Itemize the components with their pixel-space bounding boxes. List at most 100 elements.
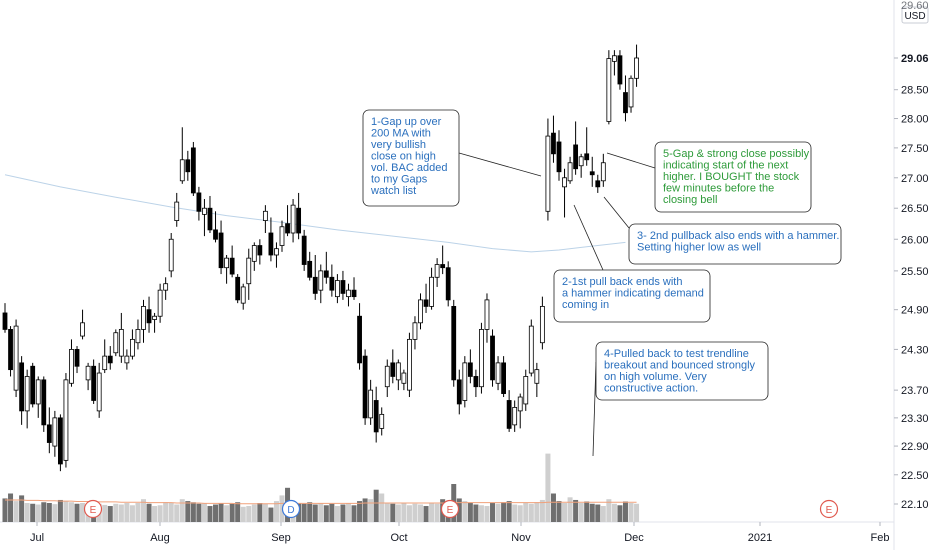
volume-bar bbox=[146, 503, 152, 522]
volume-bar bbox=[229, 503, 235, 522]
candle bbox=[562, 168, 567, 218]
price-tick-label: 26.00 bbox=[901, 234, 929, 246]
candle bbox=[334, 274, 340, 304]
price-tick-label: 23.70 bbox=[901, 385, 929, 397]
badge-circle bbox=[819, 499, 839, 519]
volume-bar bbox=[484, 506, 490, 522]
candle-body bbox=[274, 248, 279, 256]
candle-body bbox=[562, 177, 567, 188]
candle bbox=[312, 254, 318, 300]
candle-body bbox=[340, 280, 346, 294]
volume-bar bbox=[35, 504, 41, 522]
candle bbox=[251, 242, 257, 271]
candle-body bbox=[606, 58, 612, 122]
candle-body bbox=[141, 306, 146, 330]
candle-body bbox=[617, 55, 623, 85]
ma200-line bbox=[4, 174, 626, 253]
candle-body bbox=[384, 365, 390, 388]
candle bbox=[357, 303, 362, 370]
volume-bar bbox=[2, 498, 8, 522]
annotation-3[interactable]: 3- 2nd pullback also ends with a hammer.… bbox=[628, 223, 842, 265]
candle bbox=[600, 153, 606, 187]
candle-body bbox=[440, 264, 446, 269]
candle-body bbox=[157, 289, 163, 317]
candle-body bbox=[46, 424, 52, 443]
candle bbox=[556, 130, 562, 181]
candle bbox=[490, 329, 495, 387]
volume-bar bbox=[390, 503, 396, 522]
volume-bar bbox=[135, 503, 141, 522]
time-tick-label: Oct bbox=[390, 532, 407, 544]
candle bbox=[462, 356, 468, 408]
annotation-5-line: indicating start of the next bbox=[663, 160, 788, 172]
candle bbox=[257, 239, 263, 265]
volume-bar bbox=[240, 506, 246, 522]
annotation-5-box bbox=[654, 141, 812, 213]
price-tick-label: 28.50 bbox=[901, 85, 929, 97]
annotation-4[interactable]: 4-Pulled back to test trendlinebreakout … bbox=[595, 341, 769, 401]
annotation-4-line: 4-Pulled back to test trendline bbox=[604, 348, 749, 360]
time-axis[interactable]: Jul Aug Sep Oct Nov Dec 2021 Feb bbox=[30, 522, 890, 544]
candle-body bbox=[279, 226, 285, 246]
volume-bar bbox=[334, 506, 340, 522]
price-axis[interactable]: USD 29.60 29.06 28.50 28.00 27.50 27.00 26.50… bbox=[894, 0, 929, 511]
volume-bar bbox=[379, 493, 385, 522]
annotation-5-line: few minutes before the bbox=[663, 183, 774, 195]
candle-body bbox=[357, 315, 362, 364]
candle-body bbox=[74, 349, 80, 367]
volume-bar bbox=[512, 504, 518, 522]
annotation-5-line: higher. I BOUGHT the stock bbox=[663, 171, 800, 183]
candle-body bbox=[401, 372, 407, 384]
candle-body bbox=[185, 159, 191, 173]
candle-body bbox=[318, 270, 324, 291]
annotation-3-line: Setting higher low as well bbox=[637, 242, 761, 254]
volume-moving-average-line bbox=[5, 499, 637, 505]
earnings-badge[interactable]: E bbox=[819, 499, 839, 519]
volume-bar bbox=[318, 503, 324, 522]
candle bbox=[407, 332, 412, 398]
earnings-badge[interactable]: E bbox=[440, 499, 460, 519]
time-tick-label: Jul bbox=[30, 532, 44, 544]
candle bbox=[512, 400, 518, 432]
annotation-1-pointer bbox=[458, 152, 542, 177]
candle bbox=[8, 326, 13, 377]
candle-body bbox=[351, 289, 357, 298]
earnings-badge[interactable]: E bbox=[83, 499, 103, 519]
candle-body bbox=[589, 171, 595, 176]
candle bbox=[584, 127, 590, 166]
candle-body bbox=[257, 245, 263, 256]
candle-body bbox=[534, 369, 540, 384]
candle bbox=[523, 369, 529, 411]
candle bbox=[606, 50, 612, 125]
candle bbox=[551, 115, 556, 163]
volume-bars bbox=[2, 453, 640, 522]
candle-body bbox=[484, 299, 490, 330]
candle-body bbox=[423, 299, 429, 307]
dividend-badge[interactable]: D bbox=[281, 499, 301, 519]
volume-bar bbox=[141, 499, 146, 522]
price-tick-label: 28.00 bbox=[901, 114, 929, 126]
candle bbox=[517, 393, 523, 429]
candle-body bbox=[307, 260, 313, 278]
volume-bar bbox=[589, 503, 595, 522]
volume-bar bbox=[412, 503, 418, 522]
volume-bar bbox=[490, 503, 496, 522]
candle-body bbox=[41, 379, 47, 426]
candle bbox=[196, 186, 202, 221]
candle-body bbox=[528, 325, 534, 374]
time-tick-label: Dec bbox=[624, 532, 644, 544]
candle-body bbox=[179, 159, 185, 182]
candle-body bbox=[268, 232, 274, 256]
candle-body bbox=[418, 299, 423, 324]
annotation-5[interactable]: 5-Gap & strong close possiblyindicating … bbox=[654, 141, 812, 213]
annotation-1-line: 200 MA with bbox=[371, 128, 431, 140]
candle-body bbox=[373, 400, 379, 433]
volume-bar bbox=[628, 503, 634, 522]
price-tick-label: 22.10 bbox=[901, 499, 929, 511]
volume-bar bbox=[174, 504, 180, 522]
volume-bar bbox=[185, 501, 191, 522]
annotation-1-line: close on high bbox=[371, 151, 436, 163]
